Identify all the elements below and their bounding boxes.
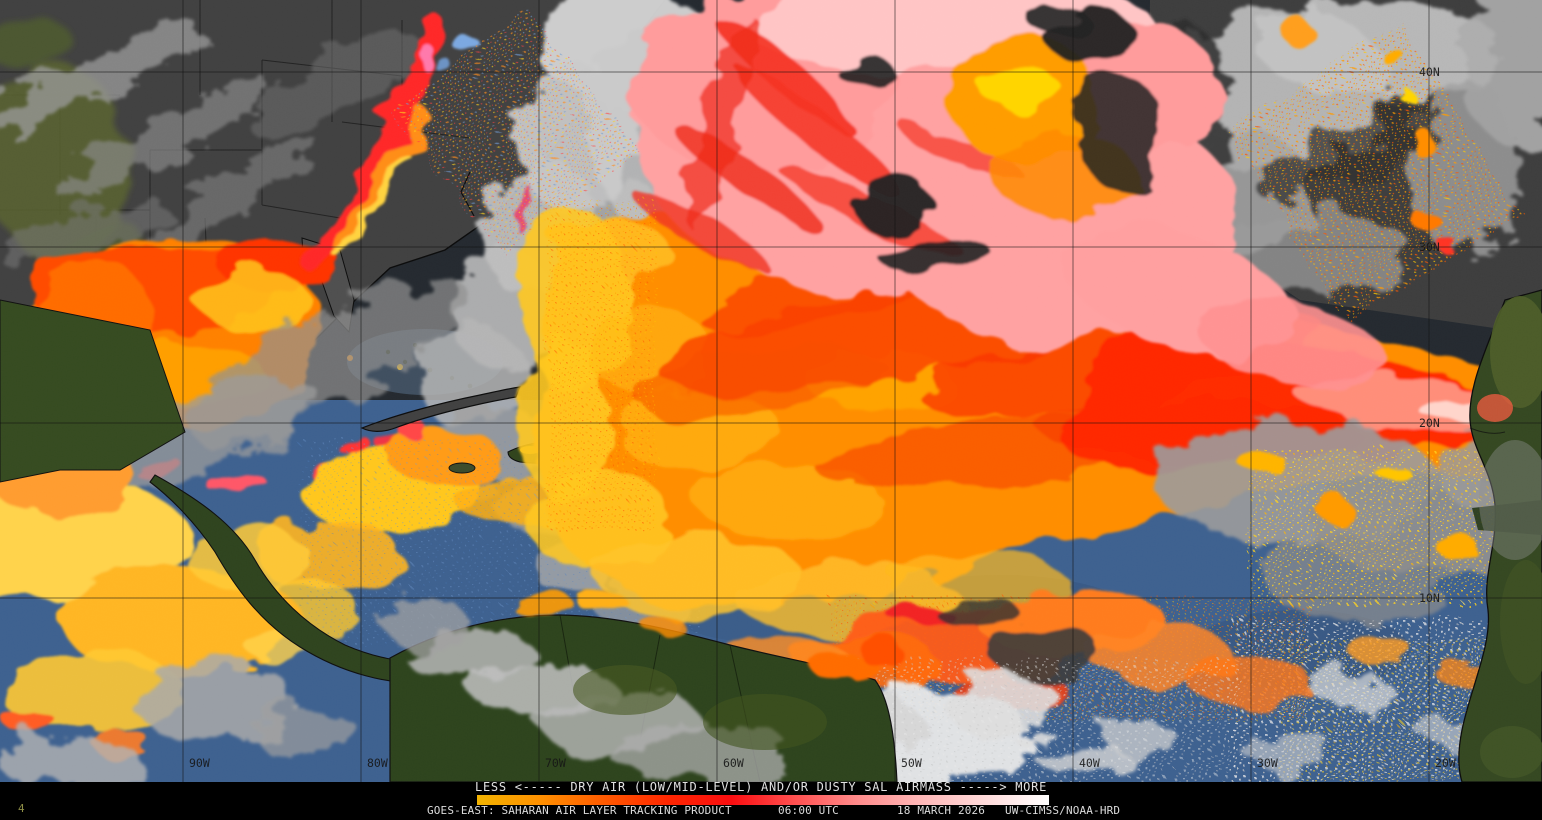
colorbar — [477, 795, 1049, 805]
product-time: 06:00 UTC — [778, 804, 839, 817]
lat-label-40N: 40N — [1419, 65, 1440, 79]
satellite-grain-texture — [0, 0, 1542, 782]
lon-label-50W: 50W — [901, 756, 922, 770]
lon-label-60W: 60W — [723, 756, 744, 770]
lat-label-30N: 30N — [1419, 240, 1440, 254]
lat-label-10N: 10N — [1419, 591, 1440, 605]
lon-label-40W: 40W — [1079, 756, 1100, 770]
latlon-grid: 90W 80W 70W 60W 50W 40W 30W 20W 40N 30N 20N 10N — [0, 0, 1542, 782]
lon-label-90W: 90W — [189, 756, 210, 770]
caption-bar: LESS <----- DRY AIR (LOW/MID-LEVEL) AND/… — [0, 780, 1542, 820]
lon-label-20W: 20W — [1435, 756, 1456, 770]
product-title: GOES-EAST: SAHARAN AIR LAYER TRACKING PR… — [427, 804, 732, 817]
colorbar-legend-text: LESS <----- DRY AIR (LOW/MID-LEVEL) AND/… — [475, 780, 1048, 794]
lon-label-80W: 80W — [367, 756, 388, 770]
product-date: 18 MARCH 2026 — [897, 804, 986, 817]
satellite-map-image: 90W 80W 70W 60W 50W 40W 30W 20W 40N 30N 20N 10N — [0, 0, 1542, 782]
lat-label-20N: 20N — [1419, 416, 1440, 430]
lon-label-70W: 70W — [545, 756, 566, 770]
lon-label-30W: 30W — [1257, 756, 1278, 770]
product-credit: UW-CIMSS/NOAA-HRD — [1005, 804, 1121, 817]
corner-mark: 4 — [18, 802, 25, 815]
